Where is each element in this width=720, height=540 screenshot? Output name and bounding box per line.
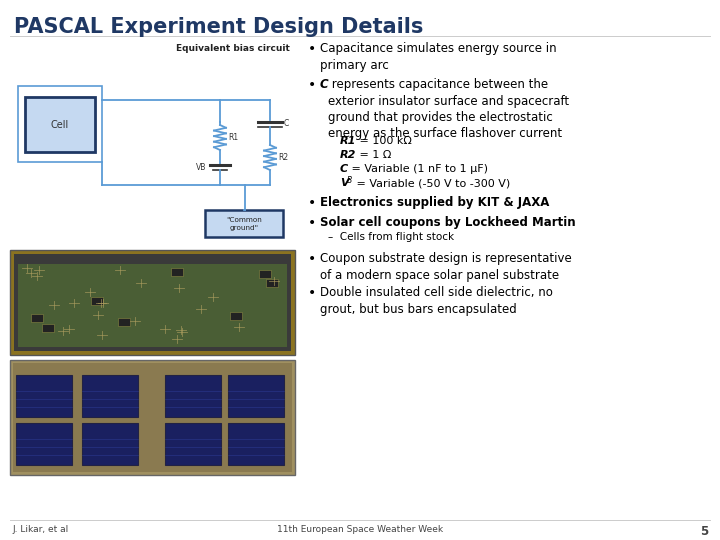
Text: VB: VB: [196, 164, 207, 172]
Bar: [82, 375, 138, 417]
Bar: [42, 324, 53, 332]
Bar: [258, 270, 271, 278]
Text: •: •: [308, 196, 316, 210]
Bar: [30, 314, 42, 322]
Text: Cell: Cell: [51, 120, 69, 130]
Text: Coupon substrate design is representative
of a modern space solar panel substrat: Coupon substrate design is representativ…: [320, 252, 572, 281]
Text: J. Likar, et al: J. Likar, et al: [12, 525, 68, 534]
Text: Capacitance simulates energy source in
primary arc: Capacitance simulates energy source in p…: [320, 42, 557, 71]
Bar: [266, 279, 278, 287]
Bar: [165, 375, 221, 417]
Bar: [18, 86, 102, 162]
Text: "Common
ground": "Common ground": [226, 217, 262, 231]
Text: C: C: [340, 164, 348, 174]
Bar: [165, 423, 221, 465]
Text: = 100 kΩ: = 100 kΩ: [356, 136, 412, 146]
Text: PASCAL Experiment Design Details: PASCAL Experiment Design Details: [14, 17, 423, 37]
Bar: [18, 264, 287, 347]
Bar: [16, 375, 72, 417]
Bar: [14, 254, 291, 351]
Text: C: C: [284, 119, 289, 129]
Bar: [171, 268, 184, 276]
Text: 5: 5: [700, 525, 708, 538]
Bar: [25, 97, 95, 152]
Text: •: •: [308, 42, 316, 56]
Text: •: •: [308, 216, 316, 230]
Text: = 1 Ω: = 1 Ω: [356, 150, 392, 160]
Bar: [228, 423, 284, 465]
Text: –  Cells from flight stock: – Cells from flight stock: [328, 232, 454, 242]
Text: 11th European Space Weather Week: 11th European Space Weather Week: [277, 525, 443, 534]
Text: R1: R1: [340, 136, 356, 146]
Text: R2: R2: [278, 153, 288, 162]
Bar: [230, 312, 243, 320]
Bar: [16, 423, 72, 465]
Text: = Variable (-50 V to -300 V): = Variable (-50 V to -300 V): [353, 178, 510, 188]
Text: Double insulated cell side dielectric, no
grout, but bus bars encapsulated: Double insulated cell side dielectric, n…: [320, 286, 553, 315]
Bar: [10, 250, 295, 355]
Text: C: C: [320, 78, 328, 91]
Bar: [82, 423, 138, 465]
Bar: [10, 360, 295, 475]
Text: V: V: [340, 178, 348, 188]
Text: Equivalent bias circuit: Equivalent bias circuit: [176, 44, 290, 53]
Text: Electronics supplied by KIT & JAXA: Electronics supplied by KIT & JAXA: [320, 196, 549, 209]
Text: R1: R1: [228, 133, 238, 142]
Bar: [13, 363, 292, 472]
Text: represents capacitance between the
exterior insulator surface and spacecraft
gro: represents capacitance between the exter…: [328, 78, 569, 140]
Bar: [205, 210, 283, 237]
Text: •: •: [308, 78, 316, 92]
Text: •: •: [308, 286, 316, 300]
Text: Solar cell coupons by Lockheed Martin: Solar cell coupons by Lockheed Martin: [320, 216, 575, 229]
Text: = Variable (1 nF to 1 μF): = Variable (1 nF to 1 μF): [348, 164, 488, 174]
Text: R2: R2: [340, 150, 356, 160]
Text: B: B: [347, 176, 352, 185]
Bar: [118, 318, 130, 326]
Bar: [228, 375, 284, 417]
Bar: [10, 40, 295, 245]
Text: •: •: [308, 252, 316, 266]
Bar: [91, 297, 103, 305]
